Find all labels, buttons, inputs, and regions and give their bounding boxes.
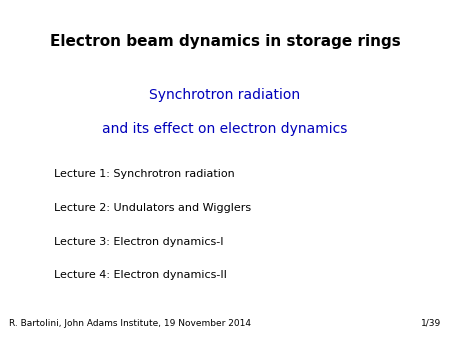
Text: Electron beam dynamics in storage rings: Electron beam dynamics in storage rings xyxy=(50,34,400,49)
Text: 1/39: 1/39 xyxy=(421,319,441,328)
Text: R. Bartolini, John Adams Institute, 19 November 2014: R. Bartolini, John Adams Institute, 19 N… xyxy=(9,319,251,328)
Text: Lecture 2: Undulators and Wigglers: Lecture 2: Undulators and Wigglers xyxy=(54,203,251,213)
Text: and its effect on electron dynamics: and its effect on electron dynamics xyxy=(102,122,348,136)
Text: Lecture 3: Electron dynamics-I: Lecture 3: Electron dynamics-I xyxy=(54,237,224,247)
Text: Lecture 1: Synchrotron radiation: Lecture 1: Synchrotron radiation xyxy=(54,169,235,179)
Text: Synchrotron radiation: Synchrotron radiation xyxy=(149,88,301,102)
Text: Lecture 4: Electron dynamics-II: Lecture 4: Electron dynamics-II xyxy=(54,270,227,281)
